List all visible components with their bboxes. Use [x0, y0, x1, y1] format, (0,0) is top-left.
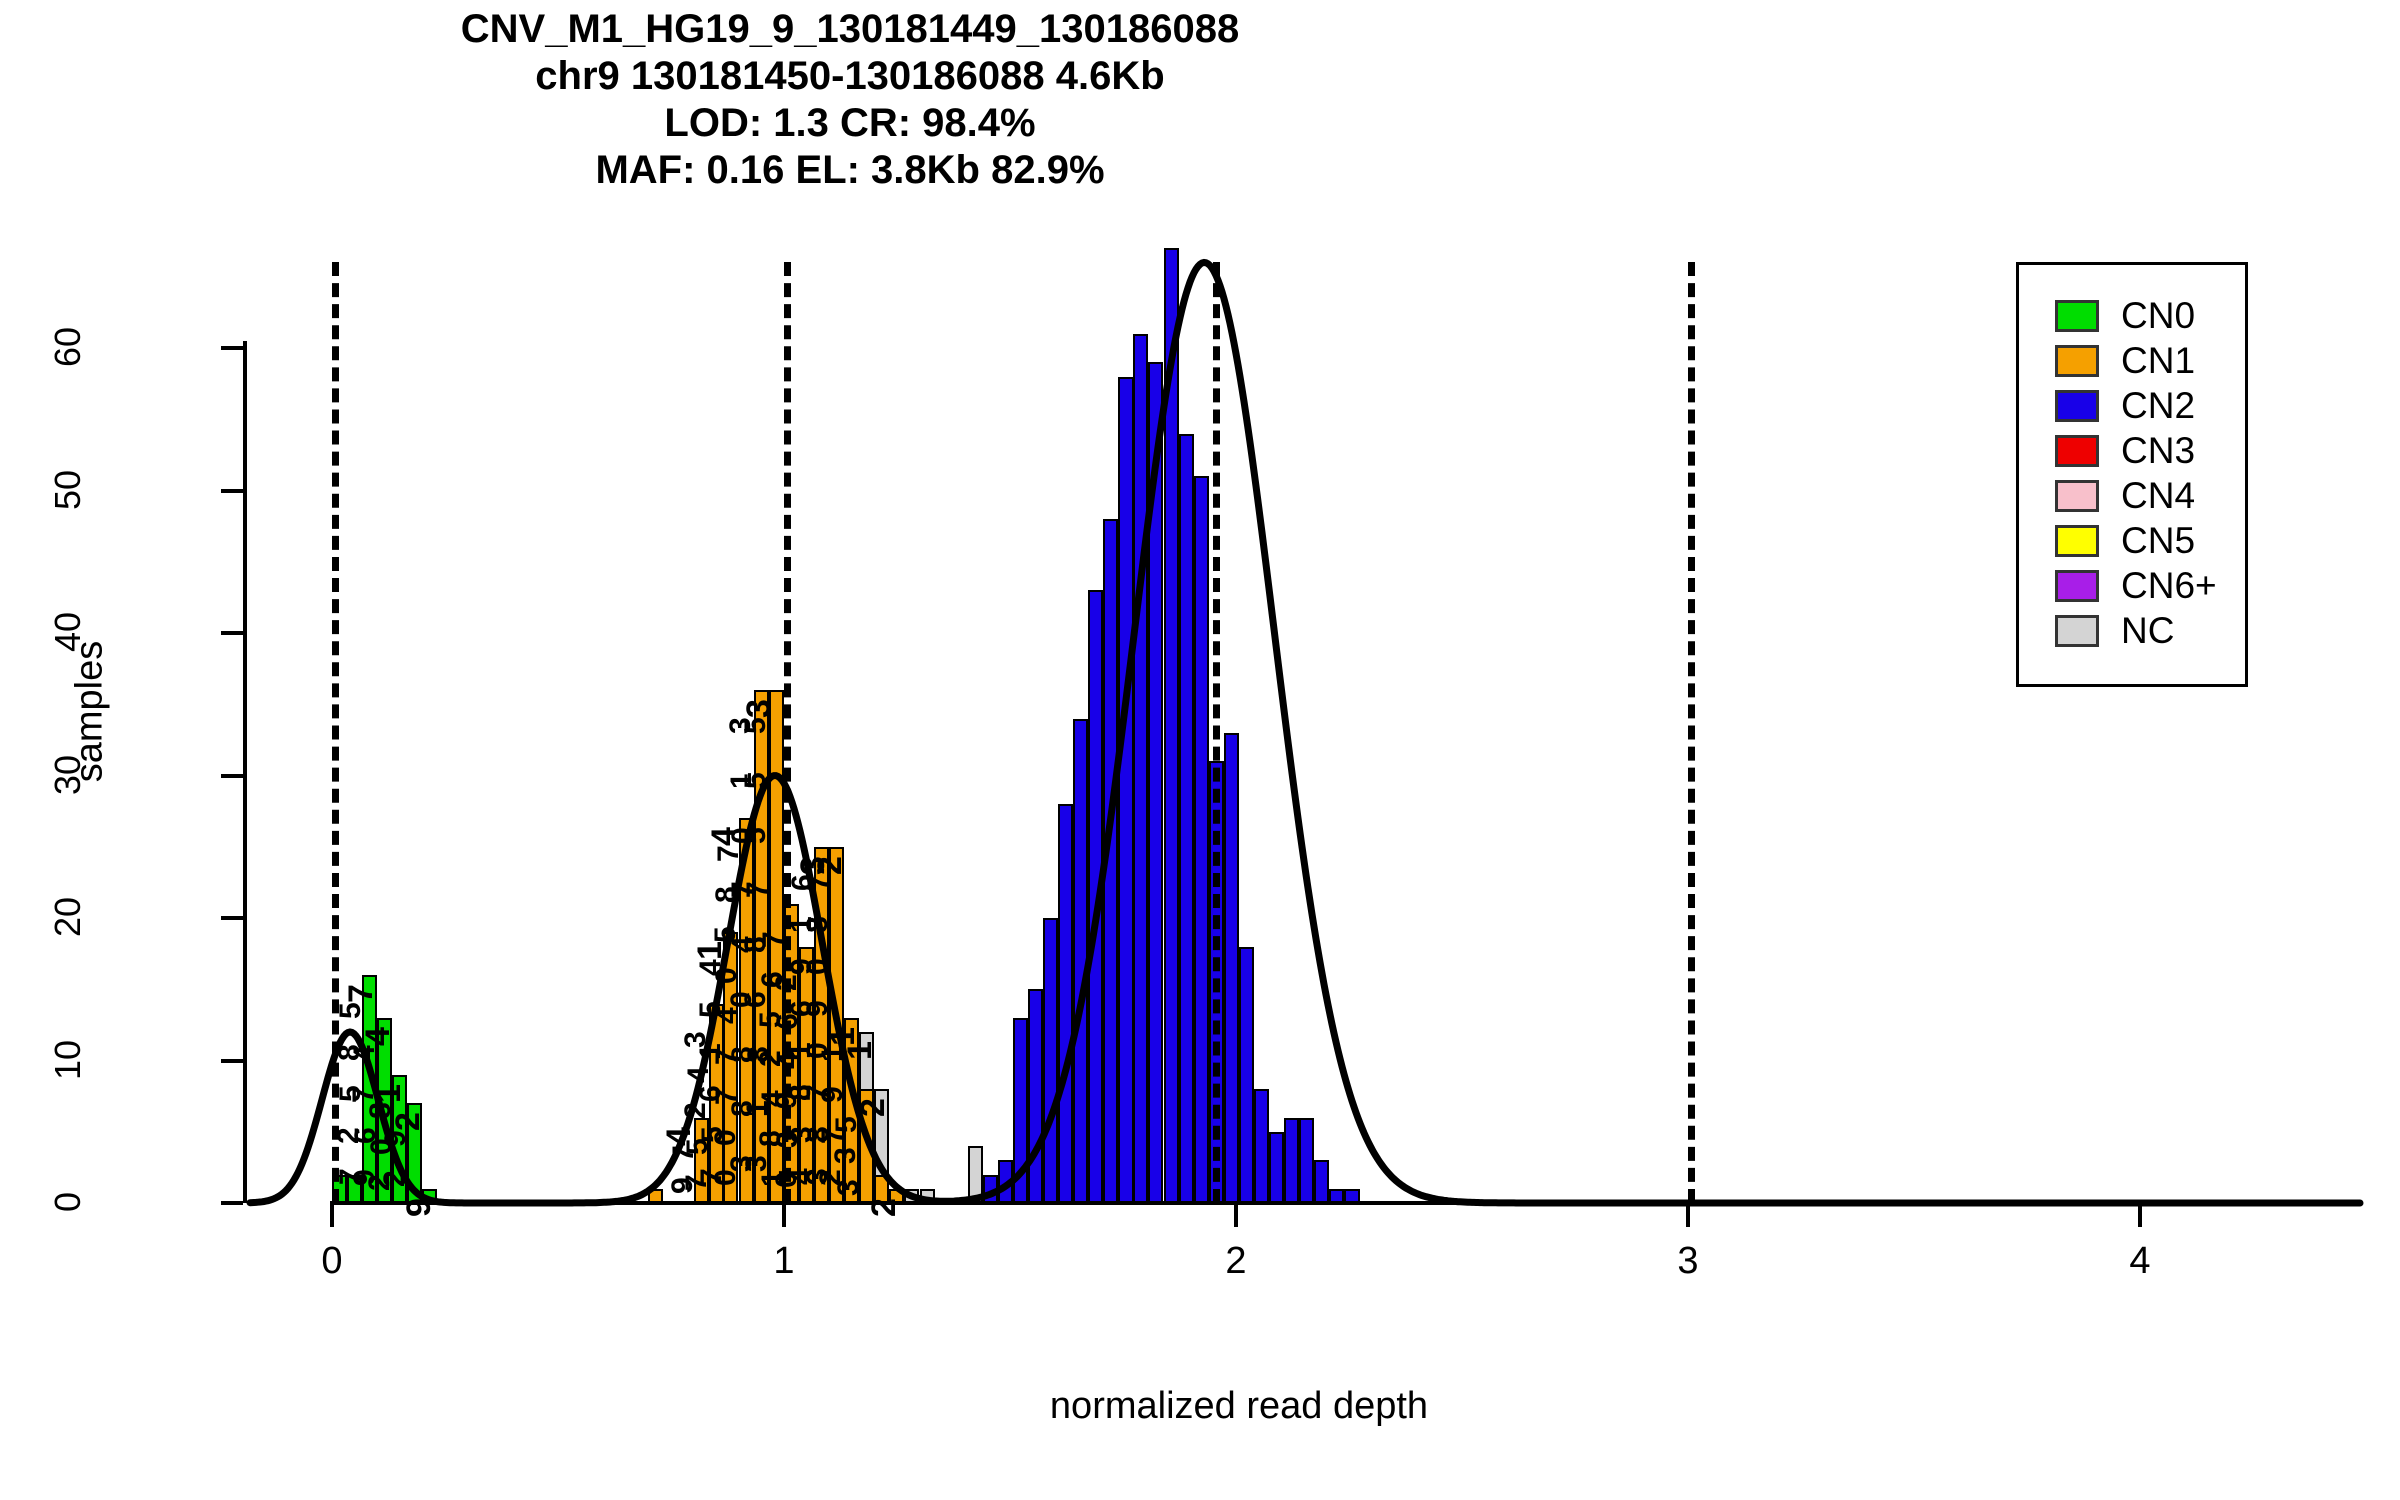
legend-label: NC	[2121, 610, 2175, 651]
y-tick	[221, 488, 243, 493]
legend-item-cn3[interactable]: CN3	[2055, 428, 2245, 473]
y-tick-label: 0	[47, 1191, 88, 1213]
legend-swatch-icon	[2055, 569, 2099, 602]
legend-item-cn1[interactable]: CN1	[2055, 338, 2245, 383]
y-tick	[221, 916, 243, 920]
y-tick-label: 50	[47, 469, 88, 510]
y-tick	[221, 1058, 243, 1063]
legend-item-nc[interactable]: NC	[2055, 608, 2245, 653]
legend-swatch-icon	[2055, 614, 2099, 647]
x-tick-label: 0	[321, 1240, 343, 1282]
y-axis-line	[243, 341, 247, 1203]
title-line-4: MAF: 0.16 EL: 3.8Kb 82.9%	[595, 148, 1105, 192]
legend-item-cn5[interactable]: CN5	[2055, 518, 2245, 563]
x-tick-label: 1	[773, 1240, 795, 1282]
legend-swatch-icon	[2055, 434, 2099, 467]
threshold-line-0	[332, 262, 339, 1203]
legend-label: CN0	[2121, 295, 2196, 336]
threshold-line-1	[784, 262, 791, 1203]
title-line-2: chr9 130181450-130186088 4.6Kb	[535, 54, 1165, 98]
y-tick	[221, 1201, 243, 1205]
x-tick	[1686, 1205, 1690, 1227]
legend-label: CN3	[2121, 430, 2196, 471]
legend-swatch-icon	[2055, 389, 2099, 422]
y-tick-label: 60	[47, 326, 88, 368]
title-line-1: CNV_M1_HG19_9_130181449_130186088	[460, 7, 1240, 51]
legend-item-cn4[interactable]: CN4	[2055, 473, 2245, 518]
legend-item-cn2[interactable]: CN2	[2055, 383, 2245, 428]
x-tick	[1234, 1205, 1238, 1227]
x-axis-line	[330, 1201, 2142, 1205]
x-tick-label: 4	[2129, 1240, 2151, 1282]
title-line-3: LOD: 1.3 CR: 98.4%	[664, 101, 1036, 145]
legend-label: CN1	[2121, 340, 2196, 381]
y-tick	[221, 773, 243, 778]
legend-label: CN2	[2121, 385, 2196, 426]
x-axis-label: normalized read depth	[1049, 1385, 1429, 1427]
legend-label: CN5	[2121, 520, 2196, 561]
x-tick	[2138, 1205, 2142, 1227]
y-tick	[221, 631, 243, 635]
legend-swatch-icon	[2055, 344, 2099, 377]
y-tick-label: 20	[47, 896, 88, 938]
x-tick-label: 3	[1677, 1240, 1699, 1282]
legend-item-cn6plus[interactable]: CN6+	[2055, 563, 2245, 608]
y-tick-label: 10	[47, 1039, 88, 1080]
legend-swatch-icon	[2055, 299, 2099, 332]
y-tick	[221, 346, 243, 350]
legend-swatch-icon	[2055, 524, 2099, 557]
x-tick-label: 2	[1225, 1240, 1247, 1282]
threshold-line-2	[1213, 262, 1221, 1203]
legend: CN0 CN1 CN2 CN3 CN4 CN5 CN6+ NC	[2016, 262, 2248, 687]
legend-swatch-icon	[2055, 479, 2099, 512]
chart-title: CNV_M1_HG19_9_130181449_130186088 chr9 1…	[0, 6, 1700, 194]
x-tick	[782, 1205, 786, 1227]
threshold-line-3	[1688, 262, 1695, 1203]
y-axis-label: samples	[68, 640, 111, 783]
legend-label: CN4	[2121, 475, 2196, 516]
legend-label: CN6+	[2121, 565, 2217, 606]
x-tick	[330, 1205, 334, 1227]
legend-item-cn0[interactable]: CN0	[2055, 293, 2245, 338]
